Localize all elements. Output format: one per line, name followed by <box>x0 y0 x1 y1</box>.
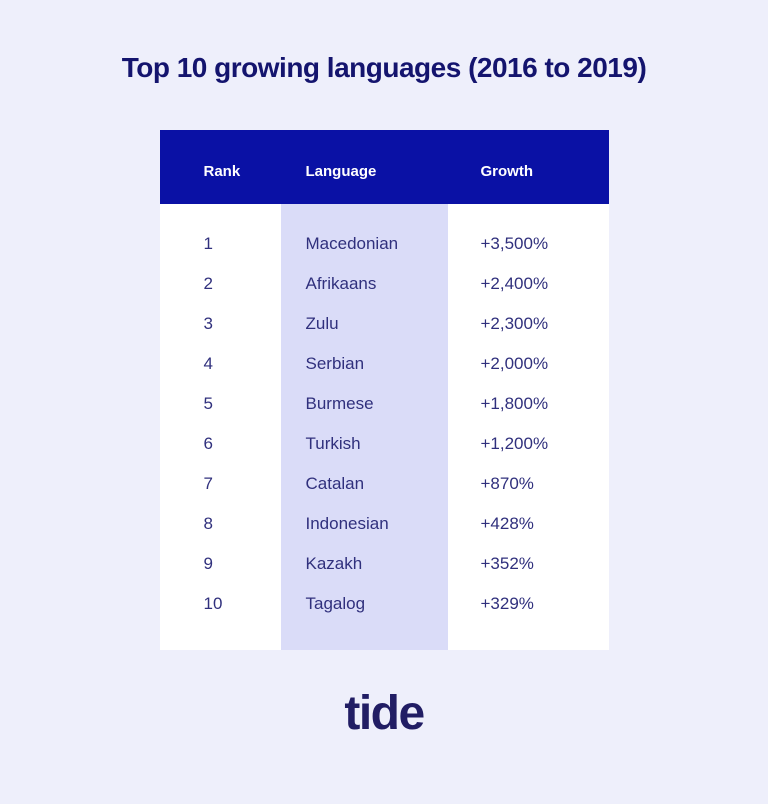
language-cell: Macedonian <box>305 234 399 253</box>
language-column-highlight <box>280 204 448 650</box>
growth-cell: +428% <box>480 514 534 533</box>
table-row: 10 Tagalog +329% <box>160 584 609 624</box>
language-cell: Tagalog <box>305 594 366 613</box>
languages-table: Rank Language Growth 1 Macedonian +3,500% 2… <box>159 130 609 650</box>
rank-cell: 9 <box>203 554 213 573</box>
table-row: 3 Zulu +2,300% <box>160 304 609 344</box>
growth-cell: +1,200% <box>480 434 549 453</box>
column-header-language: Language <box>305 162 377 180</box>
growth-cell: +1,800% <box>480 394 549 413</box>
table-row: 6 Turkish +1,200% <box>160 424 609 464</box>
language-cell: Zulu <box>305 314 339 333</box>
table-row: 9 Kazakh +352% <box>160 544 609 584</box>
growth-cell: +870% <box>480 474 534 493</box>
language-cell: Burmese <box>305 394 374 413</box>
table-row: 1 Macedonian +3,500% <box>160 224 609 264</box>
column-header-growth: Growth <box>480 162 534 180</box>
language-cell: Turkish <box>305 434 361 453</box>
table-row: 7 Catalan +870% <box>160 464 609 504</box>
rank-cell: 7 <box>203 474 213 493</box>
tide-logo: tide <box>344 687 425 740</box>
language-cell: Catalan <box>305 474 365 493</box>
growth-cell: +2,300% <box>480 314 549 333</box>
rank-cell: 1 <box>203 234 213 253</box>
table-row: 5 Burmese +1,800% <box>160 384 609 424</box>
language-cell: Indonesian <box>305 514 389 533</box>
language-cell: Afrikaans <box>305 274 377 293</box>
rank-cell: 2 <box>203 274 213 293</box>
page-title: Top 10 growing languages (2016 to 2019) <box>121 52 647 83</box>
growth-cell: +2,000% <box>480 354 549 373</box>
table-header-row: Rank Language Growth <box>159 130 609 204</box>
rank-cell: 3 <box>203 314 213 333</box>
table-row: 2 Afrikaans +2,400% <box>160 264 609 304</box>
table-row: 4 Serbian +2,000% <box>160 344 609 384</box>
table-row: 8 Indonesian +428% <box>160 504 609 544</box>
rank-cell: 4 <box>203 354 213 373</box>
language-cell: Kazakh <box>305 554 363 573</box>
growth-cell: +329% <box>480 594 534 613</box>
table-body: 1 Macedonian +3,500% 2 Afrikaans +2,400% 3 Zulu… <box>159 204 609 650</box>
growth-cell: +3,500% <box>480 234 549 253</box>
column-header-rank: Rank <box>203 162 241 180</box>
language-cell: Serbian <box>305 354 365 373</box>
rank-cell: 10 <box>203 594 223 613</box>
rank-cell: 5 <box>203 394 213 413</box>
rank-cell: 6 <box>203 434 213 453</box>
growth-cell: +352% <box>480 554 534 573</box>
rank-cell: 8 <box>203 514 213 533</box>
growth-cell: +2,400% <box>480 274 549 293</box>
